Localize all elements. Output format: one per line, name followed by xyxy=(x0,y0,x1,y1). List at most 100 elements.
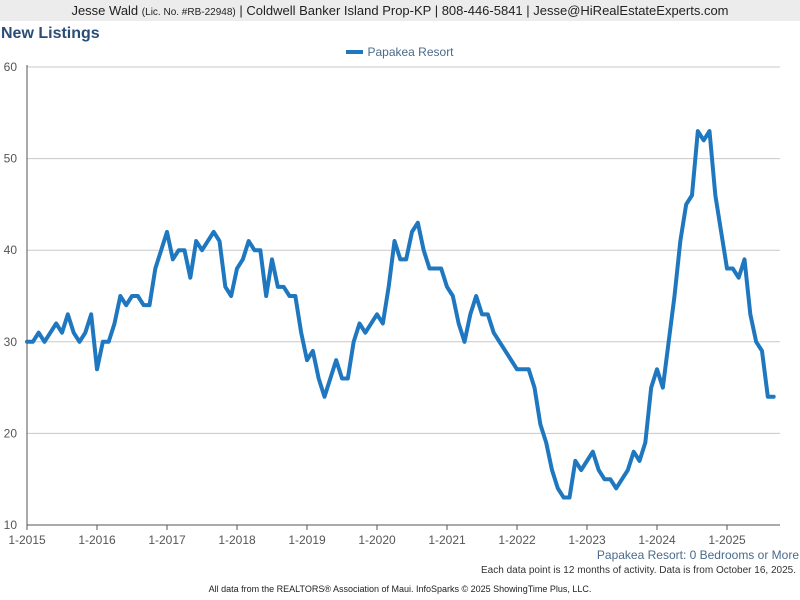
data-point xyxy=(66,312,70,316)
data-point xyxy=(369,321,373,325)
data-point xyxy=(480,312,484,316)
data-point xyxy=(72,331,76,335)
data-point xyxy=(538,422,542,426)
data-point xyxy=(282,285,286,289)
data-point xyxy=(632,450,636,454)
data-point xyxy=(142,303,146,307)
data-point xyxy=(620,477,624,481)
chart-subtitle: Papakea Resort: 0 Bedrooms or More xyxy=(596,548,799,562)
x-tick-label: 1-2016 xyxy=(78,533,116,547)
data-point xyxy=(194,239,198,243)
data-point xyxy=(130,294,134,298)
series-layer xyxy=(25,129,776,500)
data-point xyxy=(352,340,356,344)
data-point xyxy=(177,248,181,252)
data-point xyxy=(293,294,297,298)
data-point xyxy=(206,239,210,243)
data-point xyxy=(748,312,752,316)
data-point xyxy=(83,331,87,335)
data-point xyxy=(218,239,221,243)
data-point xyxy=(375,312,379,316)
agent-header: Jesse Wald (Lic. No. #RB-22948) | Coldwe… xyxy=(0,0,800,21)
data-point xyxy=(737,276,741,280)
data-point xyxy=(153,267,157,271)
data-point xyxy=(311,349,315,353)
data-point xyxy=(43,340,46,344)
data-point xyxy=(573,459,577,463)
data-note: Each data point is 12 months of activity… xyxy=(481,565,796,576)
data-point xyxy=(626,468,630,472)
data-point xyxy=(118,294,122,298)
data-point xyxy=(678,239,682,243)
data-point xyxy=(486,312,490,316)
axes xyxy=(26,65,780,530)
x-tick-label: 1-2020 xyxy=(358,533,396,547)
data-point xyxy=(136,294,140,298)
data-point xyxy=(743,257,746,261)
y-tick-label: 20 xyxy=(4,426,18,440)
data-point xyxy=(468,312,472,316)
data-point xyxy=(270,257,274,261)
legend-label: Papakea Resort xyxy=(367,45,454,59)
data-point xyxy=(585,459,589,463)
data-point xyxy=(398,257,402,261)
footer-credit: All data from the REALTORS® Association … xyxy=(208,584,592,594)
data-point xyxy=(766,395,770,399)
chart-title: New Listings xyxy=(1,25,100,42)
data-point xyxy=(550,468,554,472)
grid-lines xyxy=(27,66,780,434)
data-point xyxy=(165,230,169,234)
data-point xyxy=(445,285,449,289)
data-point xyxy=(643,441,647,445)
data-point xyxy=(719,230,723,234)
data-point xyxy=(439,267,443,271)
data-point xyxy=(212,230,216,234)
data-point xyxy=(521,367,525,371)
x-tick-label: 1-2015 xyxy=(8,533,46,547)
data-point xyxy=(754,340,758,344)
data-point xyxy=(253,248,256,252)
data-point xyxy=(568,496,571,500)
data-point xyxy=(649,386,653,390)
x-tick-label: 1-2021 xyxy=(428,533,466,547)
data-point xyxy=(655,367,659,371)
data-point xyxy=(667,340,671,344)
data-point xyxy=(37,331,41,335)
data-point xyxy=(422,248,426,252)
data-point xyxy=(334,358,338,362)
x-tick-label: 1-2019 xyxy=(288,533,326,547)
data-point xyxy=(608,477,612,481)
data-point xyxy=(725,267,729,271)
data-point xyxy=(702,138,706,142)
data-point xyxy=(101,340,105,344)
data-point xyxy=(148,303,151,307)
data-point xyxy=(188,276,192,280)
y-tick-label: 50 xyxy=(4,152,18,166)
legend: Papakea Resort xyxy=(0,45,800,59)
x-tick-label: 1-2023 xyxy=(568,533,606,547)
data-point xyxy=(264,294,268,298)
data-point xyxy=(591,450,595,454)
data-point xyxy=(638,459,641,463)
data-point xyxy=(527,367,531,371)
data-point xyxy=(241,257,245,261)
x-tick-label: 1-2018 xyxy=(218,533,256,547)
data-point xyxy=(556,486,560,490)
y-tick-label: 10 xyxy=(4,518,18,532)
data-point xyxy=(474,294,478,298)
data-point xyxy=(597,468,601,472)
data-point xyxy=(78,340,81,344)
data-point xyxy=(410,230,414,234)
data-point xyxy=(183,248,186,252)
data-point xyxy=(299,331,303,335)
data-point xyxy=(690,193,694,197)
y-tick-label: 30 xyxy=(4,335,18,349)
data-point xyxy=(673,294,676,298)
data-point xyxy=(387,285,391,289)
data-point xyxy=(696,129,700,133)
data-point xyxy=(235,267,239,271)
data-point xyxy=(54,321,58,325)
data-point xyxy=(317,376,321,380)
data-point xyxy=(562,496,566,500)
